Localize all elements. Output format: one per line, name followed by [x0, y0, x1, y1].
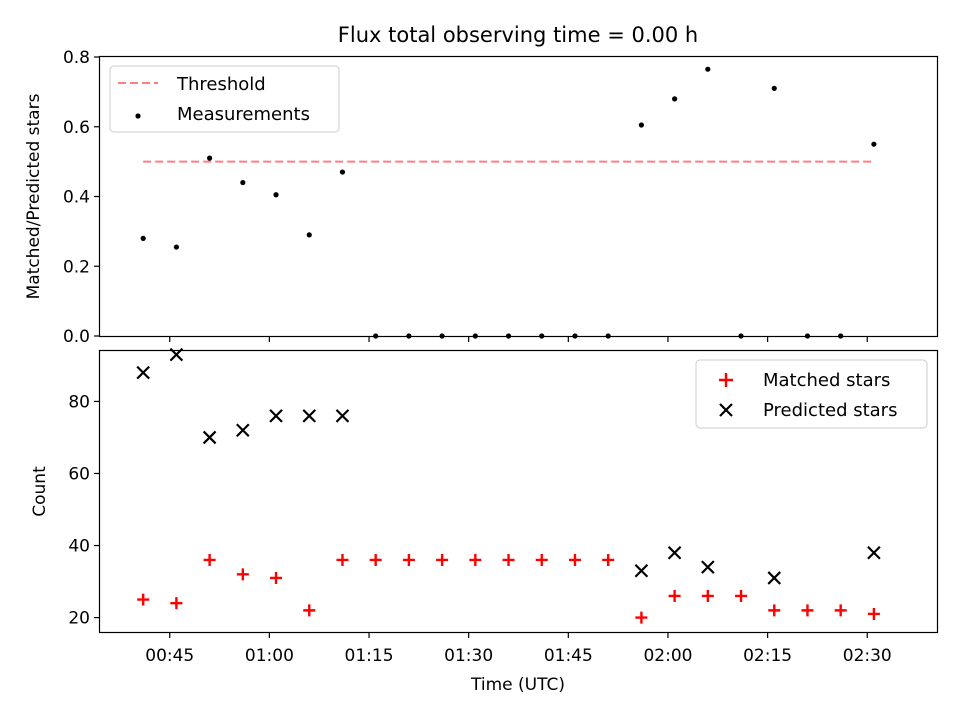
ratio-legend: Threshold Measurements	[109, 65, 340, 133]
measurement-point	[207, 155, 213, 161]
measurements-legend-swatch	[135, 113, 141, 119]
x-tick-label: 01:30	[444, 646, 493, 666]
matched-stars-point	[236, 568, 249, 581]
measurement-point	[140, 235, 146, 241]
matched-stars-point	[568, 553, 581, 566]
measurement-point	[672, 96, 678, 102]
matched-stars-point	[469, 553, 482, 566]
measurement-point	[771, 85, 777, 91]
matched-stars-point	[668, 589, 681, 602]
predicted-stars-point	[867, 545, 881, 560]
count-y-tick-label: 40	[68, 537, 90, 557]
ratio-panel: 0.00.20.40.60.8 Matched/Predicted stars …	[24, 48, 939, 347]
predicted-stars-point	[236, 423, 250, 438]
predicted-stars-point	[202, 430, 217, 445]
count-plot-area: 20 40 60 80 00:45 01:00 01:15 01:30 01:45 02:00 02…	[68, 347, 892, 666]
matched-stars-point	[436, 553, 449, 566]
matched-stars-point	[402, 553, 415, 566]
ratio-legend-box	[109, 65, 340, 133]
x-tick-label: 01:45	[544, 646, 593, 666]
ratio-axes-frame	[98, 55, 939, 338]
ratio-y-tick-label: 0.6	[63, 118, 90, 138]
measurement-point	[638, 122, 644, 128]
ratio-y-tick-label: 0.8	[63, 48, 90, 68]
measurement-point	[173, 244, 179, 250]
x-tick-label: 02:30	[843, 646, 892, 666]
measurements-legend-label: Measurements	[177, 104, 310, 125]
matched-stars-point	[203, 553, 216, 566]
x-axis-label: Time (UTC)	[470, 675, 565, 695]
count-y-axis-label: Count	[30, 466, 50, 517]
predicted-stars-point	[269, 409, 283, 423]
predicted-stars-point	[701, 560, 715, 574]
ratio-y-tick-label: 0.4	[63, 188, 90, 208]
predicted-legend-label: Predicted stars	[763, 400, 897, 421]
predicted-stars-point	[667, 545, 682, 560]
count-y-tick-label: 60	[68, 464, 90, 484]
count-legend-box	[695, 359, 928, 429]
measurement-point	[871, 141, 877, 147]
matched-stars-point	[303, 604, 316, 617]
ratio-plot-area: 0.0 0.2 0.4 0.6 0.8	[63, 48, 877, 347]
matched-stars-point	[270, 571, 283, 584]
ratio-y-tick-label: 0.2	[63, 257, 90, 277]
measurement-point	[306, 232, 312, 238]
matched-stars-point	[701, 589, 714, 602]
matched-stars-point	[867, 607, 880, 620]
measurement-point	[273, 192, 279, 198]
count-panel: 20 40 60 80 00:45 01:00 01:15 01:30 01:45 02:00 02…	[30, 347, 939, 666]
predicted-stars-point	[302, 409, 317, 423]
matched-stars-point	[602, 553, 615, 566]
matched-legend-swatch	[719, 373, 733, 387]
predicted-stars-point	[136, 365, 150, 380]
matched-stars-point	[768, 604, 781, 617]
matched-stars-point	[336, 553, 349, 566]
ratio-y-axis-label: Matched/Predicted stars	[24, 93, 44, 299]
measurement-point	[240, 179, 246, 186]
count-legend: Matched stars Predicted stars	[695, 359, 928, 429]
x-tick-label: 00:45	[145, 646, 194, 666]
matched-stars-point	[801, 604, 814, 617]
x-tick-label: 02:00	[643, 646, 692, 666]
threshold-legend-label: Threshold	[176, 74, 266, 95]
matched-stars-point	[502, 553, 515, 566]
predicted-stars-point	[634, 563, 649, 578]
matched-stars-point	[735, 589, 748, 602]
ratio-y-tick-label: 0.0	[63, 327, 90, 347]
matched-stars-point	[137, 593, 150, 606]
matched-stars-point	[834, 604, 847, 617]
predicted-stars-point	[767, 571, 782, 585]
count-y-tick-label: 20	[68, 609, 90, 629]
matched-stars-point	[369, 553, 382, 566]
matched-stars-point	[635, 611, 648, 624]
matched-legend-label: Matched stars	[763, 370, 890, 391]
count-y-tick-label: 80	[68, 392, 90, 412]
x-tick-label: 01:00	[245, 646, 294, 666]
matched-stars-point	[170, 597, 183, 610]
predicted-legend-swatch	[719, 403, 733, 417]
count-axes-frame	[98, 349, 939, 634]
measurement-point	[705, 66, 711, 72]
chart-title: Flux total observing time = 0.00 h	[338, 23, 698, 47]
x-tick-label: 02:15	[743, 646, 792, 666]
matched-stars-point	[535, 553, 548, 566]
x-tick-label: 01:15	[345, 646, 394, 666]
predicted-stars-point	[335, 409, 350, 423]
measurement-point	[339, 169, 346, 175]
